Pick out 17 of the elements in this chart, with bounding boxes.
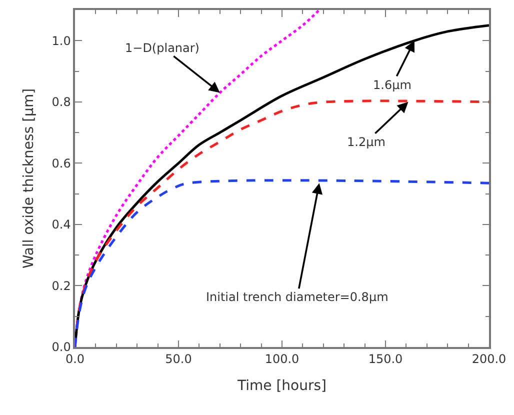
y-axis-title: Wall oxide thickness [μm] bbox=[20, 88, 37, 269]
y-tick-label: 0.8 bbox=[52, 95, 71, 110]
y-tick-label: 0.0 bbox=[52, 340, 71, 354]
y-tick-label: 1.0 bbox=[52, 34, 71, 48]
annotation: 1.2μm bbox=[347, 135, 386, 149]
y-tick-label: 0.6 bbox=[52, 156, 71, 170]
y-tick-label: 0.2 bbox=[52, 278, 71, 293]
x-tick-label: 100.0 bbox=[264, 352, 300, 366]
x-tick-label: 150.0 bbox=[368, 352, 403, 366]
annotation: Initial trench diameter=0.8μm bbox=[206, 290, 388, 304]
x-tick-label: 50.0 bbox=[165, 352, 192, 366]
x-axis-title: Time [hours] bbox=[236, 378, 326, 394]
y-tick-label: 0.4 bbox=[52, 218, 71, 232]
annotation: 1−D(planar) bbox=[125, 41, 200, 55]
annotation: 1.6μm bbox=[373, 78, 412, 92]
x-tick-label: 200.0 bbox=[472, 352, 506, 366]
x-tick-label: 0.0 bbox=[65, 352, 85, 366]
